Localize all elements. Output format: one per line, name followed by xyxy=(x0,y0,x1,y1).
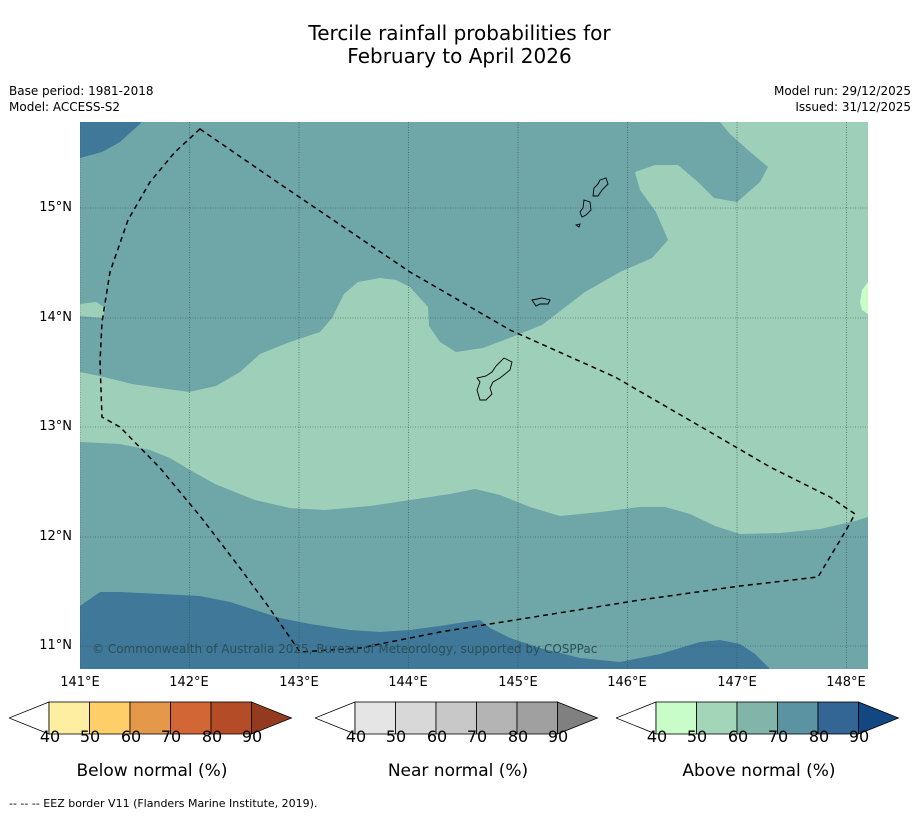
colorbar-swatch-5 xyxy=(817,701,859,735)
cb-below-title: Below normal (%) xyxy=(76,761,228,781)
region-above-40-east xyxy=(860,282,868,314)
cb-below-tick-80: 80 xyxy=(201,727,223,746)
cb-below-tick-70: 70 xyxy=(160,727,182,746)
colorbar-above-swatches xyxy=(616,701,900,735)
meta-left: Base period: 1981-2018 Model: ACCESS-S2 xyxy=(9,83,154,115)
model-run: Model run: 29/12/2025 xyxy=(773,84,911,98)
region-above-80-topleft xyxy=(80,122,142,158)
cb-below-tick-40: 40 xyxy=(39,727,61,746)
chart-title: Tercile rainfall probabilities for Febru… xyxy=(0,22,919,68)
lon-label-147: 147°E xyxy=(717,675,757,690)
lon-label-143: 143°E xyxy=(279,675,319,690)
cb-above-tick-50: 50 xyxy=(686,727,708,746)
cb-above-tick-70: 70 xyxy=(767,727,789,746)
colorbar-above xyxy=(616,701,902,735)
cb-above-tick-60: 60 xyxy=(727,727,749,746)
island-aguijan xyxy=(574,223,581,228)
colorbar-swatch-1 xyxy=(655,701,697,735)
region-above-80-south xyxy=(80,592,770,669)
probability-map: © Commonwealth of Australia 2025, Bureau… xyxy=(80,122,868,669)
title-line-2: February to April 2026 xyxy=(347,44,572,68)
colorbar-swatch-3 xyxy=(736,701,778,735)
cb-near-tick-40: 40 xyxy=(345,727,367,746)
colorbar-extend-high xyxy=(251,701,293,735)
cb-above-title: Above normal (%) xyxy=(682,761,836,781)
lat-label-12: 12°N xyxy=(39,529,72,544)
colorbar-near-swatches xyxy=(315,701,599,735)
lon-label-148: 148°E xyxy=(826,675,866,690)
colorbar-swatch-1 xyxy=(354,701,396,735)
island-saipan xyxy=(592,177,609,197)
colorbar-swatch-3 xyxy=(435,701,477,735)
copyright-text: © Commonwealth of Australia 2025, Bureau… xyxy=(92,642,597,656)
colorbar-swatch-5 xyxy=(210,701,252,735)
cb-near-tick-50: 50 xyxy=(385,727,407,746)
lon-label-144: 144°E xyxy=(388,675,428,690)
cb-above-tick-80: 80 xyxy=(808,727,830,746)
gridlines xyxy=(80,122,868,669)
issued-date: Issued: 31/12/2025 xyxy=(795,100,911,114)
region-above-50-central xyxy=(80,122,868,534)
lat-label-15: 15°N xyxy=(39,200,72,215)
lon-label-141: 141°E xyxy=(60,675,100,690)
model-name: Model: ACCESS-S2 xyxy=(9,100,121,114)
cb-near-tick-70: 70 xyxy=(466,727,488,746)
cb-near-tick-60: 60 xyxy=(426,727,448,746)
colorbar-extend-high xyxy=(557,701,599,735)
cb-below-tick-60: 60 xyxy=(120,727,142,746)
lat-label-13: 13°N xyxy=(39,419,72,434)
colorbar-swatch-1 xyxy=(48,701,90,735)
colorbar-swatch-2 xyxy=(395,701,437,735)
island-tinian xyxy=(579,199,592,218)
region-above-50-west xyxy=(80,302,106,318)
island-rota xyxy=(531,297,551,307)
colorbar-extend-high xyxy=(858,701,900,735)
cb-below-tick-90: 90 xyxy=(241,727,263,746)
lon-label-142: 142°E xyxy=(169,675,209,690)
eez-legend-footer: -- -- -- EEZ border V11 (Flanders Marine… xyxy=(9,797,318,810)
lat-label-11: 11°N xyxy=(39,638,72,653)
cb-below-tick-50: 50 xyxy=(79,727,101,746)
cb-near-tick-90: 90 xyxy=(547,727,569,746)
lon-label-146: 146°E xyxy=(607,675,647,690)
meta-right: Model run: 29/12/2025 Issued: 31/12/2025 xyxy=(774,83,911,115)
colorbar-swatch-3 xyxy=(129,701,171,735)
island-guam xyxy=(476,357,513,401)
colorbar-swatch-2 xyxy=(696,701,738,735)
colorbar-swatch-4 xyxy=(777,701,819,735)
colorbar-swatch-4 xyxy=(476,701,518,735)
lat-label-14: 14°N xyxy=(39,310,72,325)
colorbar-below xyxy=(9,701,295,735)
cb-near-tick-80: 80 xyxy=(507,727,529,746)
base-period: Base period: 1981-2018 xyxy=(9,84,154,98)
cb-near-title: Near normal (%) xyxy=(387,761,529,781)
colorbar-swatch-4 xyxy=(170,701,212,735)
lon-label-145: 145°E xyxy=(498,675,538,690)
colorbar-near xyxy=(315,701,601,735)
cb-above-tick-90: 90 xyxy=(848,727,870,746)
cb-above-tick-40: 40 xyxy=(646,727,668,746)
colorbar-below-swatches xyxy=(9,701,293,735)
colorbar-swatch-2 xyxy=(89,701,131,735)
title-line-1: Tercile rainfall probabilities for xyxy=(308,21,611,45)
eez-border xyxy=(99,128,856,653)
